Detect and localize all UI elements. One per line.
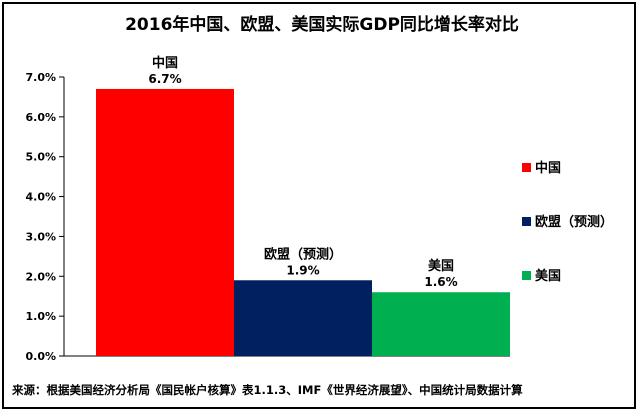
y-tick-label: 1.0% [25, 310, 56, 323]
legend-label: 中国 [535, 160, 561, 176]
y-tick-label: 2.0% [25, 270, 56, 283]
data-label: 1.6% [424, 275, 457, 289]
data-label: 6.7% [148, 72, 181, 86]
y-tick-label: 3.0% [25, 230, 56, 243]
source-note: 来源：根据美国经济分析局《国民帐户核算》表1.1.3、IMF《世界经济展望》、中… [11, 383, 523, 397]
legend-label: 欧盟（预测） [535, 214, 613, 230]
bar [234, 280, 372, 356]
y-tick-label: 5.0% [25, 151, 56, 164]
bar-category-label: 美国 [428, 258, 454, 274]
y-tick-label: 0.0% [25, 350, 56, 363]
legend-label: 美国 [535, 268, 561, 284]
legend-swatch [522, 271, 531, 280]
bar-category-label: 欧盟（预测） [264, 246, 342, 262]
y-tick-label: 6.0% [25, 111, 56, 124]
bar [372, 292, 510, 356]
legend-swatch [522, 163, 531, 172]
bar-series: 中国6.7% 欧盟（预测）1.9% 美国1.6% [96, 55, 510, 356]
data-label: 1.9% [286, 263, 319, 277]
legend-swatch [522, 217, 531, 226]
bar-category-label: 中国 [152, 55, 178, 71]
y-tick-label: 7.0% [25, 71, 56, 84]
y-tick-label: 4.0% [25, 191, 56, 204]
chart-title: 2016年中国、欧盟、美国实际GDP同比增长率对比 [125, 14, 519, 35]
bar [96, 88, 234, 356]
